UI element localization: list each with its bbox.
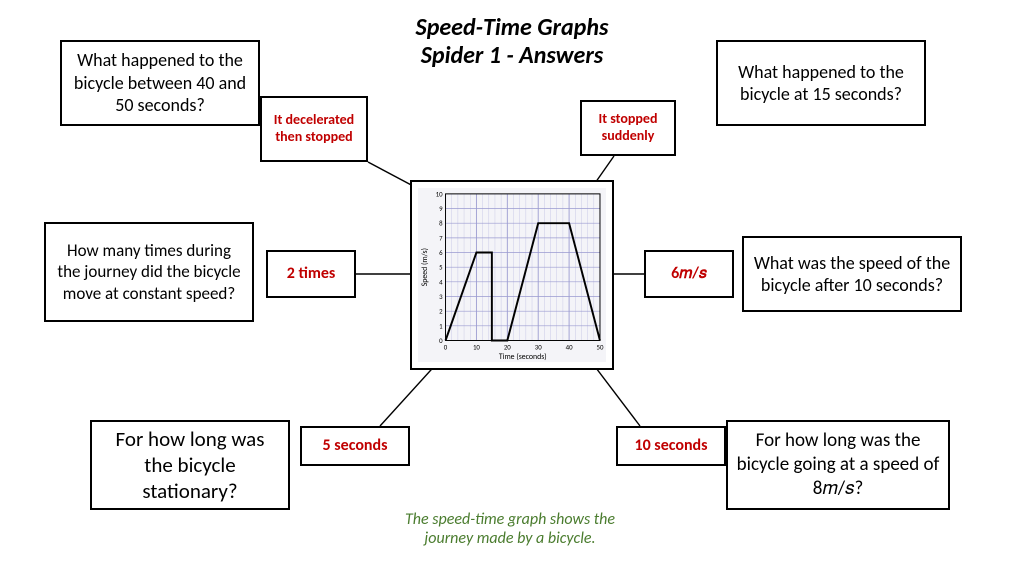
answer-top-left: It decelerated then stopped [260,96,368,162]
question-mid-right: What was the speed of the bicycle after … [742,236,962,312]
svg-text:2: 2 [439,307,443,316]
svg-text:30: 30 [535,342,542,351]
question-bottom-left: For how long was the bicycle stationary? [90,420,290,510]
svg-text:6: 6 [439,248,443,257]
svg-text:0: 0 [444,342,448,351]
svg-text:7: 7 [439,233,443,242]
chart-caption: The speed-time graph shows the journey m… [330,510,690,548]
svg-text:1: 1 [439,321,443,330]
chart-plot-area: 0 1 2 3 4 5 6 7 8 9 10 0 10 20 30 40 50 Speed (m/s) Time (… [418,188,606,362]
svg-text:3: 3 [439,292,443,301]
svg-text:Time (seconds): Time (seconds) [499,352,547,362]
answer-mid-right: 6𝑚/𝑠 [644,250,734,298]
title-line1: Speed-Time Graphs [416,13,609,42]
question-top-right: What happened to the bicycle at 15 secon… [716,40,926,126]
answer-bottom-right: 10 seconds [616,426,726,466]
caption-line2: journey made by a bicycle. [424,529,595,548]
answer-bottom-left: 5 seconds [300,426,410,466]
question-bottom-right: For how long was the bicycle going at a … [726,420,950,510]
answer-mid-left: 2 times [266,250,356,298]
speed-time-chart: 0 1 2 3 4 5 6 7 8 9 10 0 10 20 30 40 50 Speed (m/s) Time (… [410,180,614,370]
svg-text:8: 8 [439,219,443,228]
question-mid-left: How many times during the journey did th… [44,222,254,322]
svg-text:Speed (m/s): Speed (m/s) [420,248,430,286]
svg-text:5: 5 [439,263,443,272]
svg-text:40: 40 [566,342,573,351]
svg-text:50: 50 [597,342,604,351]
question-top-left: What happened to the bicycle between 40 … [60,40,260,126]
chart-svg: 0 1 2 3 4 5 6 7 8 9 10 0 10 20 30 40 50 Speed (m/s) Time (… [418,188,606,362]
svg-text:10: 10 [473,342,480,351]
svg-text:0: 0 [439,336,443,345]
svg-text:20: 20 [504,342,511,351]
svg-text:4: 4 [439,277,443,286]
svg-text:9: 9 [439,204,443,213]
svg-text:10: 10 [436,189,443,198]
answer-top-right: It stopped suddenly [580,100,676,156]
caption-line1: The speed-time graph shows the [405,510,615,529]
title-line2: Spider 1 - Answers [421,41,604,70]
